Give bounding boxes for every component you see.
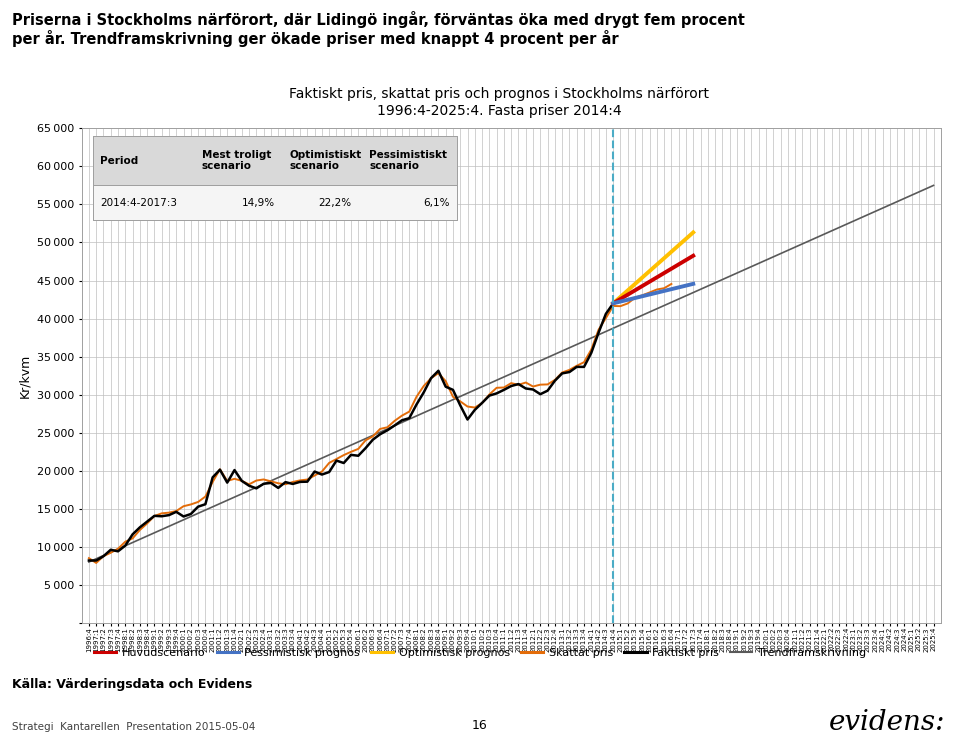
Bar (92, 136, 457, 220)
Y-axis label: Kr/kvm: Kr/kvm (18, 353, 31, 398)
Text: Källa: Värderingsdata och Evidens: Källa: Värderingsdata och Evidens (12, 678, 252, 691)
Text: Mest troligt
scenario: Mest troligt scenario (202, 150, 271, 171)
Text: 1996:4-2025:4. Fasta priser 2014:4: 1996:4-2025:4. Fasta priser 2014:4 (377, 104, 621, 119)
Text: evidens:: evidens: (829, 709, 946, 736)
Text: 22,2%: 22,2% (318, 198, 351, 208)
Text: Priserna i Stockholms närförort, där Lidingö ingår, förväntas öka med drygt fem : Priserna i Stockholms närförort, där Lid… (12, 11, 744, 29)
Text: 16: 16 (472, 720, 488, 732)
Text: 2014:4-2017:3: 2014:4-2017:3 (100, 198, 177, 208)
Text: Strategi  Kantarellen  Presentation 2015-05-04: Strategi Kantarellen Presentation 2015-0… (12, 723, 255, 732)
Legend: Huvudscenario, Pessimistisk prognos, Optimistisk prognos, Skattat pris, Faktiskt: Huvudscenario, Pessimistisk prognos, Opt… (89, 644, 871, 663)
Text: per år. Trendframskrivning ger ökade priser med knappt 4 procent per år: per år. Trendframskrivning ger ökade pri… (12, 30, 618, 48)
Text: 14,9%: 14,9% (241, 198, 275, 208)
Text: 6,1%: 6,1% (422, 198, 449, 208)
Text: Pessimistiskt
scenario: Pessimistiskt scenario (370, 150, 447, 171)
Text: Faktiskt pris, skattat pris och prognos i Stockholms närförort: Faktiskt pris, skattat pris och prognos … (289, 87, 709, 101)
Bar (92, 186, 457, 220)
Text: Optimistiskt
scenario: Optimistiskt scenario (289, 150, 361, 171)
Text: Period: Period (100, 156, 138, 165)
Bar (92, 136, 457, 186)
